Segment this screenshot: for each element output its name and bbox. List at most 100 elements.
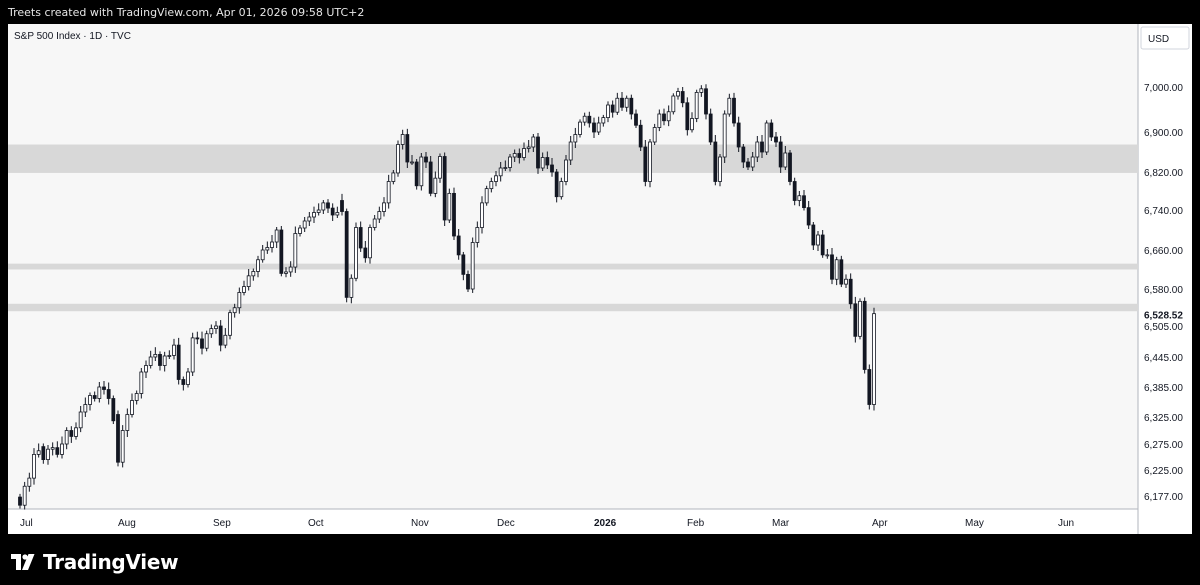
candle-body [186,371,190,385]
candle-body [839,259,844,285]
candle-body [64,430,69,445]
candle [41,443,46,464]
candle-body [480,202,484,228]
candle-body [242,286,246,293]
candle [153,347,158,361]
time-axis-background [8,509,1138,534]
candle-body [718,156,722,182]
chart-frame[interactable]: 7,000.00 6,900.00 6,820.00 6,740.00 6,660.00… [8,24,1192,534]
time-tick-label: Feb [687,518,705,529]
candle [512,149,517,162]
candle [610,100,615,118]
time-tick-label: Oct [308,518,324,529]
candle-body [559,181,564,198]
candle-body [643,146,648,182]
candle [820,230,825,258]
candle [190,332,195,376]
candle-body [190,337,195,373]
candle [788,150,792,186]
candle [750,152,755,171]
candle-body [195,337,200,340]
candle-body [783,152,788,168]
candle-body [260,249,265,261]
candle [377,206,382,223]
candlestick-chart[interactable]: 7,000.00 6,900.00 6,820.00 6,740.00 6,660.00… [8,24,1192,534]
candle-body [825,254,830,257]
candle [111,395,116,425]
candle-body [218,325,223,346]
candle-body [27,477,32,487]
tradingview-logo[interactable]: TradingView [11,550,179,574]
currency-label: USD [1148,34,1169,45]
time-tick-label: Sep [213,518,231,529]
currency-button[interactable]: USD [1140,26,1190,50]
candle-body [354,227,358,279]
candle [400,129,405,150]
candle [102,381,106,395]
candle-body [377,211,382,220]
candle [578,119,582,138]
candle [36,443,41,458]
candle [195,331,200,345]
candle-body [452,192,456,237]
candle [620,91,624,111]
candle [699,85,704,97]
candle [307,212,312,226]
candle [704,84,708,120]
candle [783,146,788,170]
candle [335,206,340,218]
candle [386,174,391,209]
candle-body [386,181,391,204]
price-tick-label: 7,000.00 [1144,83,1183,94]
candle [260,245,265,263]
candles [18,84,876,510]
candle [214,321,218,334]
candle-body [652,127,657,143]
candle-body [624,97,629,108]
candle-body [237,292,242,309]
candle [456,229,461,260]
candle-body [181,379,186,385]
candle-body [498,167,503,177]
candle [494,171,498,187]
candle [629,94,634,120]
time-tick-label: Jun [1058,518,1074,529]
candle-body [573,134,578,143]
candle [316,203,321,216]
candle-body [732,97,736,124]
candle-body [88,395,92,405]
candle [46,445,50,465]
candle [862,297,867,374]
candle-body [106,389,111,399]
candle-body [316,209,321,213]
candle-body [741,146,746,163]
candle-body [862,300,867,370]
candle [816,231,820,251]
price-tick-label: 6,177.00 [1144,492,1183,503]
candle [470,237,475,293]
candle [246,269,251,291]
candle [652,123,657,145]
candle [461,251,466,281]
candle [391,170,396,185]
candle-body [778,141,783,168]
candle-body [55,447,60,455]
candle-body [638,124,643,148]
candle-body [274,229,279,243]
candle [424,152,428,168]
candle [265,241,270,254]
candle [545,151,550,169]
candle [78,406,83,433]
candle [624,95,629,112]
candle-body [844,278,848,285]
candle-body [279,229,284,274]
candle [312,206,316,223]
candle [839,255,844,288]
time-tick-label: Dec [497,518,515,529]
candle-body [727,97,732,115]
candle [722,110,727,163]
candle-body [139,371,144,394]
candle [321,200,326,214]
candle-body [662,113,666,122]
candle [806,200,811,229]
